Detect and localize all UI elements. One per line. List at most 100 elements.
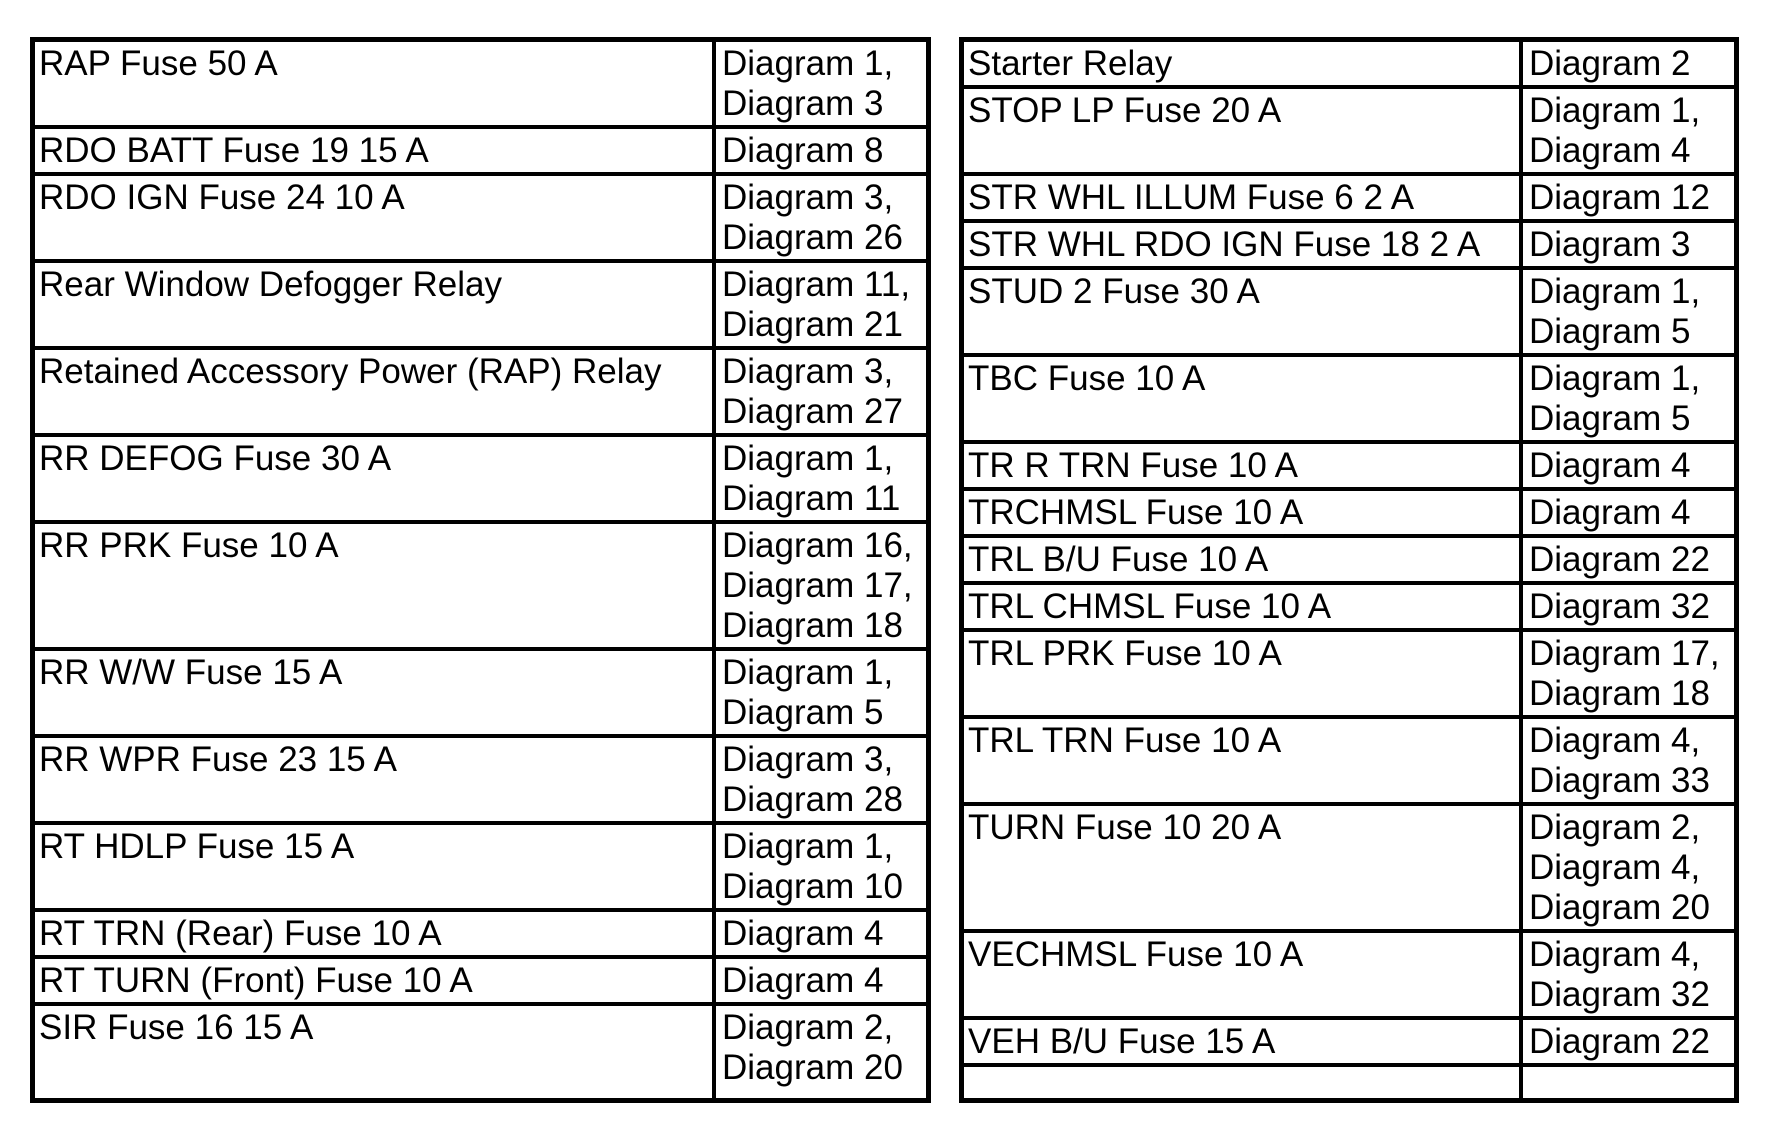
fuse-name-cell: TBC Fuse 10 A <box>964 357 1523 440</box>
diagram-ref-line: Diagram 32 <box>1529 975 1710 1014</box>
diagram-ref-line: Diagram 5 <box>722 693 884 732</box>
table-row: STR WHL ILLUM Fuse 6 2 A Diagram 12 <box>964 176 1734 223</box>
table-row: RDO IGN Fuse 24 10 A Diagram 3, Diagram 26 <box>35 176 926 263</box>
diagram-ref-cell: Diagram 4, Diagram 32 <box>1523 933 1734 1016</box>
diagram-ref-line: Diagram 22 <box>1529 1022 1710 1061</box>
diagram-ref-line: Diagram 10 <box>722 867 903 906</box>
diagram-ref-line: Diagram 32 <box>1529 587 1710 626</box>
diagram-ref-line: Diagram 3 <box>1529 225 1691 264</box>
fuse-index-table-left: RAP Fuse 50 A Diagram 1, Diagram 3 RDO BATT… <box>30 37 931 1103</box>
table-row: RR W/W Fuse 15 A Diagram 1, Diagram 5 <box>35 651 926 738</box>
diagram-ref-cell: Diagram 22 <box>1523 538 1734 581</box>
diagram-ref-cell: Diagram 22 <box>1523 1020 1734 1063</box>
table-row: STR WHL RDO IGN Fuse 18 2 A Diagram 3 <box>964 223 1734 270</box>
diagram-ref-line: Diagram 18 <box>722 606 903 645</box>
diagram-ref-line: Diagram 22 <box>1529 540 1710 579</box>
diagram-ref-cell: Diagram 12 <box>1523 176 1734 219</box>
diagram-ref-cell: Diagram 2, Diagram 4, Diagram 20 <box>1523 806 1734 929</box>
table-row: TRL CHMSL Fuse 10 A Diagram 32 <box>964 585 1734 632</box>
diagram-ref-cell: Diagram 32 <box>1523 585 1734 628</box>
diagram-ref-cell: Diagram 1, Diagram 5 <box>716 651 926 734</box>
diagram-ref-cell: Diagram 4 <box>1523 491 1734 534</box>
fuse-name-cell: TURN Fuse 10 20 A <box>964 806 1523 929</box>
fuse-name-cell: Retained Accessory Power (RAP) Relay <box>35 350 716 433</box>
table-row: VEH B/U Fuse 15 A Diagram 22 <box>964 1020 1734 1067</box>
diagram-ref-line: Diagram 2 <box>1529 44 1691 83</box>
table-row: STOP LP Fuse 20 A Diagram 1, Diagram 4 <box>964 89 1734 176</box>
table-row: RAP Fuse 50 A Diagram 1, Diagram 3 <box>35 42 926 129</box>
table-row: Rear Window Defogger Relay Diagram 11, Dia… <box>35 263 926 350</box>
diagram-ref-line: Diagram 5 <box>1529 399 1691 438</box>
table-row: RR DEFOG Fuse 30 A Diagram 1, Diagram 11 <box>35 437 926 524</box>
fuse-name-cell: RDO BATT Fuse 19 15 A <box>35 129 716 172</box>
table-row: TRL B/U Fuse 10 A Diagram 22 <box>964 538 1734 585</box>
table-row: RT HDLP Fuse 15 A Diagram 1, Diagram 10 <box>35 825 926 912</box>
diagram-ref-line: Diagram 2, <box>1529 808 1701 847</box>
diagram-ref-line: Diagram 18 <box>1529 674 1710 713</box>
diagram-ref-line: Diagram 4, <box>1529 848 1701 887</box>
diagram-ref-line: Diagram 17, <box>1529 634 1720 673</box>
diagram-ref-cell: Diagram 4 <box>1523 444 1734 487</box>
diagram-ref-line: Diagram 3, <box>722 352 894 391</box>
diagram-ref-line: Diagram 28 <box>722 780 903 819</box>
diagram-ref-line: Diagram 1, <box>722 653 894 692</box>
table-row: SIR Fuse 16 15 A Diagram 2, Diagram 20 <box>35 1006 926 1098</box>
table-row: TRCHMSL Fuse 10 A Diagram 4 <box>964 491 1734 538</box>
diagram-ref-line: Diagram 4 <box>1529 131 1691 170</box>
fuse-name-cell: STOP LP Fuse 20 A <box>964 89 1523 172</box>
diagram-ref-line: Diagram 1, <box>1529 272 1701 311</box>
fuse-name-cell: STR WHL RDO IGN Fuse 18 2 A <box>964 223 1523 266</box>
diagram-ref-cell: Diagram 1, Diagram 11 <box>716 437 926 520</box>
diagram-ref-line: Diagram 2, <box>722 1008 894 1047</box>
diagram-ref-cell <box>1523 1067 1734 1098</box>
fuse-name-cell: Starter Relay <box>964 42 1523 85</box>
fuse-name-cell: VEH B/U Fuse 15 A <box>964 1020 1523 1063</box>
diagram-ref-line: Diagram 11 <box>722 479 901 518</box>
fuse-name-cell: TRL PRK Fuse 10 A <box>964 632 1523 715</box>
diagram-ref-line: Diagram 4 <box>1529 493 1691 532</box>
diagram-ref-cell: Diagram 1, Diagram 5 <box>1523 357 1734 440</box>
diagram-ref-cell: Diagram 2 <box>1523 42 1734 85</box>
fuse-name-cell <box>964 1067 1523 1098</box>
diagram-ref-line: Diagram 11, <box>722 265 911 304</box>
diagram-ref-line: Diagram 20 <box>722 1048 903 1087</box>
diagram-ref-cell: Diagram 3 <box>1523 223 1734 266</box>
table-row: STUD 2 Fuse 30 A Diagram 1, Diagram 5 <box>964 270 1734 357</box>
fuse-name-cell: RR DEFOG Fuse 30 A <box>35 437 716 520</box>
fuse-name-cell: TRL CHMSL Fuse 10 A <box>964 585 1523 628</box>
table-row: VECHMSL Fuse 10 A Diagram 4, Diagram 32 <box>964 933 1734 1020</box>
fuse-name-cell: TRL TRN Fuse 10 A <box>964 719 1523 802</box>
fuse-name-cell: Rear Window Defogger Relay <box>35 263 716 346</box>
fuse-name-cell: VECHMSL Fuse 10 A <box>964 933 1523 1016</box>
diagram-ref-line: Diagram 5 <box>1529 312 1691 351</box>
fuse-name-cell: SIR Fuse 16 15 A <box>35 1006 716 1098</box>
diagram-ref-line: Diagram 17, <box>722 566 913 605</box>
table-row: TR R TRN Fuse 10 A Diagram 4 <box>964 444 1734 491</box>
diagram-ref-line: Diagram 27 <box>722 392 903 431</box>
fuse-name-cell: TRL B/U Fuse 10 A <box>964 538 1523 581</box>
table-row: RR WPR Fuse 23 15 A Diagram 3, Diagram 28 <box>35 738 926 825</box>
fuse-name-cell: RT TRN (Rear) Fuse 10 A <box>35 912 716 955</box>
table-row: TURN Fuse 10 20 A Diagram 2, Diagram 4, Dia… <box>964 806 1734 933</box>
fuse-name-cell: RDO IGN Fuse 24 10 A <box>35 176 716 259</box>
diagram-ref-cell: Diagram 1, Diagram 5 <box>1523 270 1734 353</box>
diagram-ref-cell: Diagram 17, Diagram 18 <box>1523 632 1734 715</box>
fuse-name-cell: RT HDLP Fuse 15 A <box>35 825 716 908</box>
diagram-ref-line: Diagram 16, <box>722 526 913 565</box>
diagram-ref-cell: Diagram 3, Diagram 28 <box>716 738 926 821</box>
diagram-ref-line: Diagram 3 <box>722 84 884 123</box>
diagram-ref-cell: Diagram 1, Diagram 10 <box>716 825 926 908</box>
fuse-name-cell: RR PRK Fuse 10 A <box>35 524 716 647</box>
diagram-ref-line: Diagram 3, <box>722 178 894 217</box>
diagram-ref-line: Diagram 4, <box>1529 935 1701 974</box>
table-row: Retained Accessory Power (RAP) Relay Diag… <box>35 350 926 437</box>
diagram-ref-line: Diagram 1, <box>722 44 894 83</box>
diagram-ref-line: Diagram 4 <box>1529 446 1691 485</box>
table-row: TBC Fuse 10 A Diagram 1, Diagram 5 <box>964 357 1734 444</box>
diagram-ref-line: Diagram 8 <box>722 131 884 170</box>
diagram-ref-line: Diagram 1, <box>722 827 894 866</box>
diagram-ref-line: Diagram 20 <box>1529 888 1710 927</box>
diagram-ref-cell: Diagram 8 <box>716 129 926 172</box>
